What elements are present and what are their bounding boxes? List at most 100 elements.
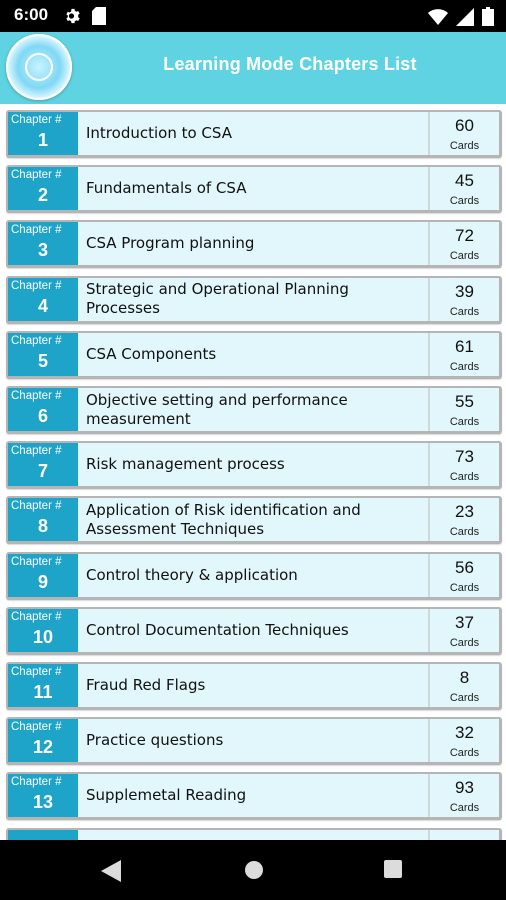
chapter-row-body[interactable]: Chapter # 1 Introduction to CSA 60 Cards [8,112,499,155]
chapter-badge: Chapter # 2 [8,167,78,211]
chapter-row-body[interactable] [8,829,499,840]
chapter-row[interactable]: Chapter # 13 Supplemetal Reading 93 Cards [6,772,502,821]
chapter-row[interactable]: Chapter # 3 CSA Program planning 72 Cards [6,220,502,269]
navigation-bar [0,840,506,900]
chapter-number: 3 [37,240,48,261]
cards-label: Cards [449,471,480,484]
chapter-row[interactable]: Chapter # 11 Fraud Red Flags 8 Cards [6,662,502,710]
chapter-row-body[interactable]: Chapter # 11 Fraud Red Flags 8 Cards [8,664,499,707]
chapter-title: Control Documentation Techniques [86,620,349,639]
chapter-row[interactable]: Chapter # 5 CSA Components 61 Cards [6,330,502,379]
chapter-row-body[interactable]: Chapter # 3 CSA Program planning 72 Cards [8,222,499,266]
chapter-title: Risk management process [86,455,285,474]
card-count: 61 [455,336,474,356]
chapter-title: Practice questions [86,731,224,750]
chapter-row-body[interactable]: Chapter # 10 Control Documentation Techniq… [8,608,499,652]
card-count: 56 [455,557,474,577]
card-count: 32 [455,723,474,743]
chapter-label: Chapter # [11,445,62,458]
chapter-title: Supplemetal Reading [86,786,247,805]
chapter-row-body[interactable]: Chapter # 13 Supplemetal Reading 93 Cards [8,774,499,818]
chapter-label: Chapter # [11,334,62,347]
chapter-label: Chapter # [11,500,62,513]
chapter-row[interactable]: Chapter # 1 Introduction to CSA 60 Cards [6,110,502,158]
chapter-row[interactable]: Chapter # 10 Control Documentation Techniq… [6,606,502,655]
chapter-number: 11 [33,682,53,702]
row-divider [428,443,430,487]
chapter-row[interactable]: Chapter # 9 Control theory & application 56… [6,551,502,600]
chapter-label: Chapter # [11,224,62,237]
wifi-icon [428,8,448,25]
row-divider [428,167,430,211]
chapter-badge [8,829,78,840]
status-bar: 6:00 [0,0,506,32]
row-divider [428,222,430,266]
chapter-number: 13 [32,792,54,813]
chapter-badge: Chapter # 11 [8,664,78,707]
chapter-row-body[interactable]: Chapter # 7 Risk management process 73 Cards [8,443,499,487]
chapter-number: 2 [37,185,48,206]
card-count: 23 [455,502,474,522]
chapter-badge: Chapter # 13 [8,774,78,818]
row-divider [428,664,430,707]
row-divider [428,608,430,652]
cards-label: Cards [449,416,480,428]
cards-label: Cards [449,140,480,152]
row-divider [428,332,430,376]
chapter-row-body[interactable]: Chapter # 5 CSA Components 61 Cards [8,332,499,376]
cards-label: Cards [449,692,480,704]
row-divider [428,553,430,597]
card-count: 37 [455,612,474,632]
chapter-badge: Chapter # 8 [8,498,78,542]
chapter-title: Control theory & application [86,565,298,584]
card-count: 60 [455,116,474,135]
back-icon[interactable] [101,860,121,882]
chapter-row[interactable]: Chapter # 7 Risk management process 73 Cards [6,441,502,490]
battery-icon [482,7,494,26]
row-divider [428,112,430,155]
cards-label: Cards [449,747,480,760]
chapter-title: CSA Components [86,344,217,363]
row-divider [428,498,430,542]
gear-icon [66,8,80,24]
chapter-row-body[interactable]: Chapter # 12 Practice questions 32 Cards [8,719,499,763]
chapter-label: Chapter # [11,666,62,678]
status-time: 6:00 [14,5,49,24]
chapter-row-partial[interactable] [6,827,502,840]
chapter-row-body[interactable]: Chapter # 9 Control theory & application 56… [8,553,499,597]
chapter-row[interactable]: Chapter # 6 Objective setting and performa… [6,386,502,434]
app-header: Learning Mode Chapters List [0,32,506,104]
card-count: 45 [455,171,474,191]
page-title: Learning Mode Chapters List [163,54,417,74]
chapter-title: Application of Risk identification and A… [86,500,361,538]
chapter-number: 5 [37,350,48,371]
chapter-badge: Chapter # 4 [8,277,78,321]
chapter-number: 6 [37,406,48,426]
card-count: 8 [459,668,470,687]
chapter-badge: Chapter # 9 [8,553,78,597]
recents-icon[interactable] [384,860,402,878]
chapter-badge: Chapter # 6 [8,388,78,431]
cards-label: Cards [449,195,480,208]
row-divider [428,774,430,818]
chapter-row[interactable]: Chapter # 8 Application of Risk identifica… [6,496,502,545]
chapter-title: Fundamentals of CSA [86,179,247,198]
row-divider [428,388,430,431]
chapter-row[interactable]: Chapter # 4 Strategic and Operational Plan… [6,275,502,324]
home-icon[interactable] [244,860,264,880]
chapter-title: CSA Program planning [86,234,255,253]
chapter-row-body[interactable]: Chapter # 4 Strategic and Operational Plan… [8,277,499,321]
row-divider [428,829,430,840]
chapter-row[interactable]: Chapter # 2 Fundamentals of CSA 45 Cards [6,165,502,214]
status-right-icons [428,7,494,26]
chapter-row[interactable]: Chapter # 12 Practice questions 32 Cards [6,717,502,766]
chapter-row-body[interactable]: Chapter # 8 Application of Risk identifica… [8,498,499,542]
chapter-row-body[interactable]: Chapter # 6 Objective setting and performa… [8,388,499,431]
cards-label: Cards [449,305,480,318]
chapter-list[interactable]: Chapter #1 Introduction to CSA 60 Cards Chap… [0,104,506,840]
cards-label: Cards [449,581,480,594]
chapter-number: 7 [37,461,48,482]
chapter-row-body[interactable]: Chapter # 2 Fundamentals of CSA 45 Cards [8,167,499,211]
chapter-label: Chapter # [11,390,62,402]
signal-icon [456,7,474,26]
